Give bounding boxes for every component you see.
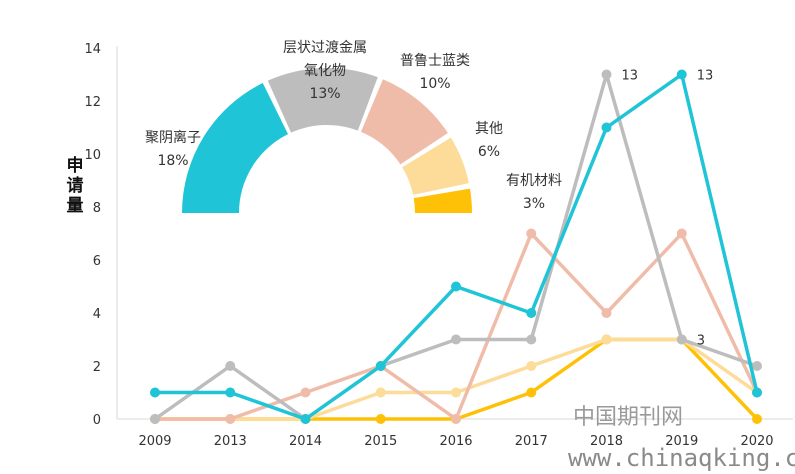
data-point [526,361,537,371]
data-label: 13 [697,69,714,84]
data-point [601,69,612,80]
y-tick-label: 6 [93,254,101,269]
x-tick-label: 2014 [289,434,322,449]
y-axis-title: 申请量 [67,155,84,216]
x-tick-label: 2019 [665,434,698,449]
data-point [676,69,687,80]
data-point [676,334,687,345]
y-tick-label: 8 [93,201,101,216]
data-point [601,122,612,133]
data-point [451,387,461,398]
y-axis-title-char: 申 [67,155,84,176]
donut-slice [413,188,472,213]
watermark-line-2: www.chinaqking.com [568,444,795,472]
data-point [752,361,762,371]
y-tick-label: 14 [84,42,101,57]
x-tick-label: 2020 [740,434,773,449]
x-tick-label: 2015 [364,434,397,449]
y-tick-label: 0 [93,413,101,428]
donut-slice [182,83,289,214]
data-point [526,308,537,318]
data-point [150,414,160,424]
data-point [375,387,386,398]
data-point [300,414,311,424]
x-tick-label: 2016 [439,434,472,449]
data-point [526,387,537,398]
data-label: 13 [622,69,639,84]
watermark: 中国期刊网 www.chinaqking.com [568,405,795,472]
x-tick-label: 2018 [590,434,623,449]
y-axis-title-char: 请 [67,176,84,196]
data-point [150,387,160,398]
half-donut-chart [182,68,472,214]
x-tick-label: 2009 [138,434,171,449]
donut-slice-label: 普鲁士蓝类 10% [400,53,470,92]
x-tick-label: 2017 [515,434,548,449]
data-point [300,387,311,398]
series-0 [150,69,762,424]
data-point [225,387,236,398]
data-point [225,361,236,371]
data-point [451,414,461,424]
x-tick-label: 2013 [214,434,247,449]
data-point [601,334,612,345]
half-donut-labels: 聚阴离子 18% 层状过渡金属氧化物 13% 普鲁士蓝类 10% 其他 6%有机材料 3% [145,40,562,212]
donut-slice [360,79,448,165]
y-tick-label: 2 [93,360,101,375]
donut-slice-label: 其他 6% [475,121,503,160]
data-point [375,361,386,371]
y-tick-label: 12 [84,95,101,110]
donut-slice [402,137,469,195]
y-tick-label: 4 [93,307,101,322]
data-point [526,228,537,239]
watermark-line-1: 中国期刊网 [573,405,683,430]
y-tick-label: 10 [84,148,101,163]
data-point [375,414,386,424]
data-point [676,228,687,239]
data-point [225,414,236,424]
line-series: 13 13 3 [150,69,762,424]
data-point [451,334,461,345]
data-point [752,414,762,424]
data-point [451,281,461,292]
data-point [601,308,612,318]
donut-slice-label: 聚阴离子 18% [145,129,201,169]
data-point [526,334,537,345]
data-point [752,387,762,398]
donut-slice [267,68,378,133]
donut-slice-label: 有机材料 3% [506,173,562,212]
donut-slice-label: 层状过渡金属氧化物 13% [283,40,367,102]
y-axis-title-char: 量 [67,195,84,216]
axes: 0 2 4 6 8 10 12 14 2009 2013 2014 2015 2016 2017 2018 2… [84,42,793,449]
data-label: 3 [697,334,705,349]
